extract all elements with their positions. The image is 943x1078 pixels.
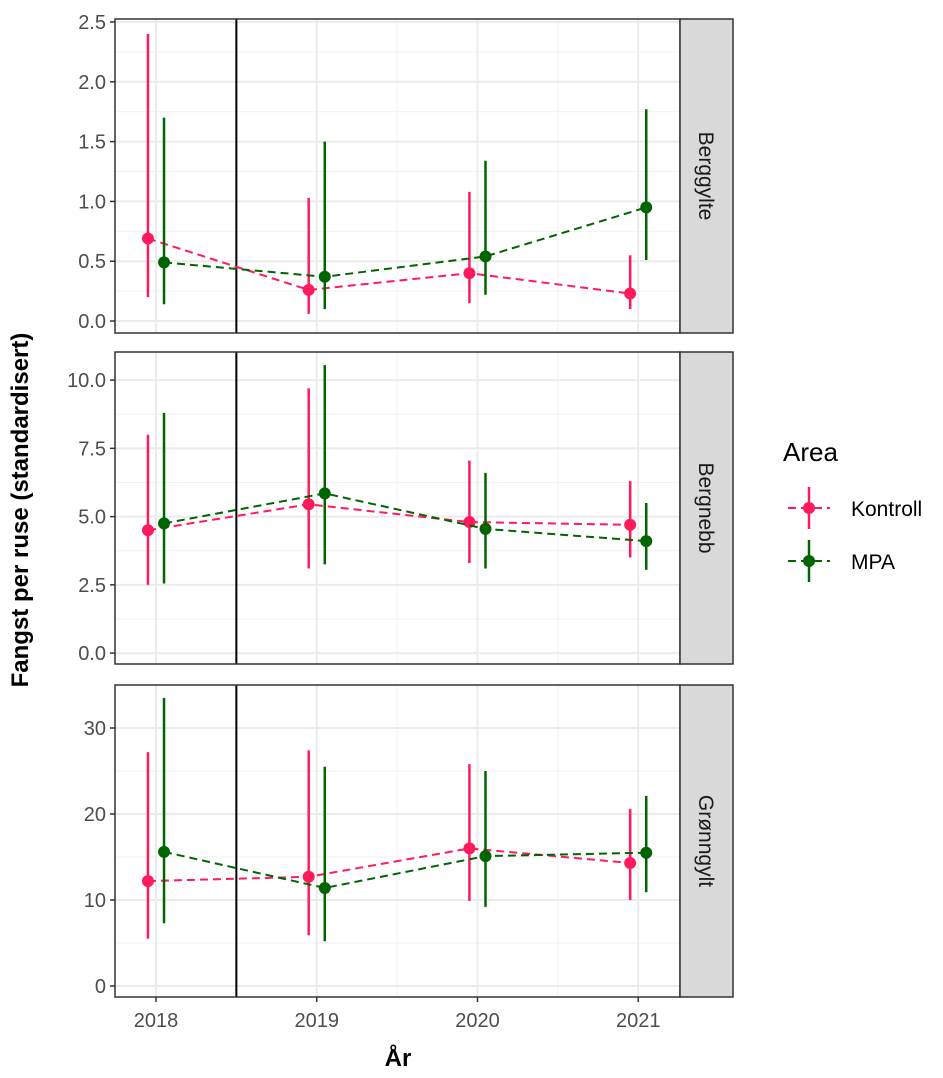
point	[318, 487, 331, 500]
y-tick-label: 0.5	[78, 251, 106, 273]
y-tick-label: 1.0	[78, 191, 106, 213]
point	[318, 881, 331, 894]
strip	[679, 351, 734, 665]
point	[141, 875, 154, 888]
point	[302, 498, 315, 511]
point	[624, 518, 637, 531]
point	[624, 857, 637, 870]
point	[463, 267, 476, 280]
series-line	[147, 237, 631, 295]
legend-key-point	[803, 555, 815, 567]
y-tick-label: 2.5	[78, 12, 106, 34]
point	[158, 517, 171, 530]
point	[640, 535, 653, 548]
y-tick-label: 5.0	[78, 507, 106, 529]
point	[479, 250, 492, 263]
x-tick-label: 2020	[455, 1010, 500, 1032]
point	[463, 842, 476, 855]
point	[302, 283, 315, 296]
legend-label: MPA	[851, 551, 895, 574]
point	[640, 201, 653, 214]
strip-label: Bergnebb	[694, 462, 717, 553]
series-line	[163, 492, 647, 543]
series-line	[163, 206, 647, 278]
point	[624, 287, 637, 300]
y-axis-label: Fangst per ruse (standardisert)	[7, 333, 34, 688]
y-tick-label: 0.0	[78, 643, 106, 665]
y-tick-label: 10.0	[67, 370, 106, 392]
y-tick-label: 2.5	[78, 575, 106, 597]
x-tick-label: 2021	[616, 1010, 661, 1032]
point	[158, 256, 171, 269]
strip-label: Berggylte	[694, 132, 717, 221]
y-tick-label: 2.0	[78, 72, 106, 94]
y-tick-label: 7.5	[78, 438, 106, 460]
series-line	[163, 850, 647, 889]
point	[318, 270, 331, 283]
point	[141, 524, 154, 537]
legend-label: Kontroll	[851, 498, 922, 521]
legend-key-point	[803, 502, 815, 514]
y-tick-label: 1.5	[78, 132, 106, 154]
strip	[679, 18, 734, 334]
y-tick-label: 20	[84, 804, 106, 826]
y-tick-label: 0.0	[78, 311, 106, 333]
point	[158, 845, 171, 858]
series-line	[147, 503, 631, 532]
y-tick-label: 0	[95, 976, 106, 998]
x-tick-label: 2018	[134, 1010, 179, 1032]
y-tick-label: 10	[84, 890, 106, 912]
point	[479, 522, 492, 535]
strip-label: Grønngylt	[694, 795, 717, 887]
point	[302, 870, 315, 883]
point	[479, 850, 492, 863]
point	[141, 232, 154, 245]
legend-title: Area	[783, 437, 838, 467]
strip	[679, 684, 734, 998]
point	[640, 846, 653, 859]
x-axis-label: År	[385, 1044, 412, 1072]
y-tick-label: 30	[84, 718, 106, 740]
x-tick-label: 2019	[294, 1010, 339, 1032]
